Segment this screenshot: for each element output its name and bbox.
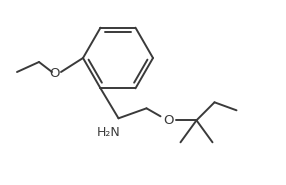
Text: H₂N: H₂N — [97, 126, 120, 139]
Text: O: O — [163, 114, 174, 127]
Text: O: O — [50, 66, 60, 80]
